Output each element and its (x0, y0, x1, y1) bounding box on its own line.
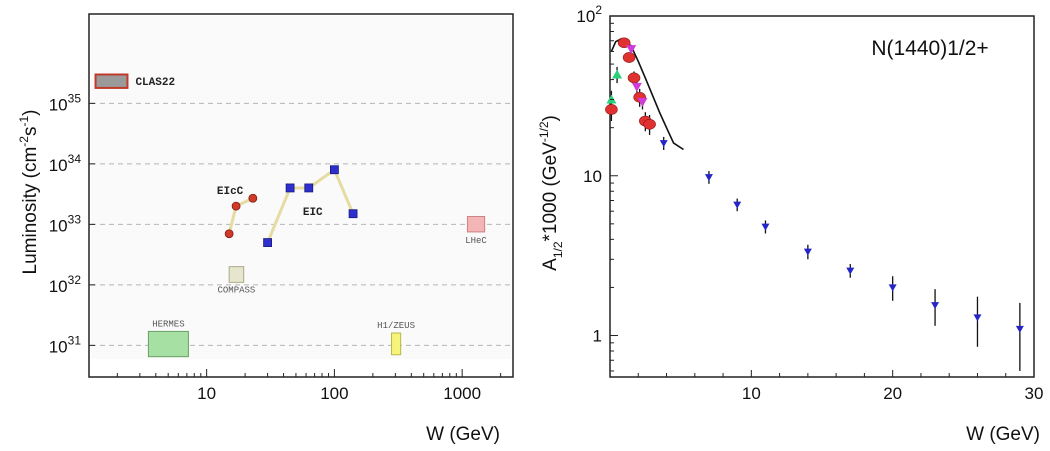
left-y-tick-exp: 34 (68, 152, 82, 166)
region-hermes (147, 330, 189, 358)
left-ylabel-part-a: Luminosity (cm (20, 147, 41, 275)
marker-blue (803, 248, 812, 256)
region-h1-zeus (391, 332, 402, 356)
point-eic (285, 183, 295, 193)
marker-magenta (626, 45, 637, 55)
marker-blue (659, 140, 668, 148)
right-x-ticks: 10 20 30 (637, 370, 1044, 403)
left-y-tick-base: 10 (49, 95, 68, 114)
point-eicc (231, 201, 241, 211)
marker-magenta (637, 97, 648, 107)
left-y-tick-exp: 31 (68, 333, 82, 347)
right-y-tick-label: 1 (593, 327, 602, 346)
region-label-hermes: HERMES (152, 319, 184, 329)
right-ylabel-part-a: A (540, 258, 561, 271)
left-y-tick-label: 1032 (49, 273, 82, 296)
right-ylabel-sub: 1/2 (551, 241, 565, 258)
left-y-tick-base: 10 (49, 156, 68, 175)
marker-blue (888, 284, 897, 292)
left-regions: CLAS22 LHeC COMPASS HERMES H1/ZEUS (94, 73, 487, 358)
point-eic (304, 183, 314, 193)
point-eic (263, 238, 272, 247)
left-gridlines (91, 102, 511, 346)
marker-green (612, 69, 623, 79)
right-plot-frame (609, 15, 1035, 378)
right-x-tick-label: 30 (1025, 384, 1044, 403)
marker-red (627, 72, 641, 84)
right-y-tick-base: 10 (576, 7, 595, 26)
marker-blue (846, 267, 855, 275)
left-series-markers (224, 165, 358, 247)
marker-blue (761, 223, 770, 231)
marker-blue (704, 174, 713, 182)
left-y-tick-exp: 32 (68, 273, 82, 287)
point-eic (348, 209, 358, 219)
region-label-lhec: LHeC (465, 236, 487, 246)
resonance-annotation: N(1440)1/2+ (871, 37, 988, 60)
right-ylabel-part-b: *1000 (GeV (540, 142, 561, 242)
right-x-tick-label: 20 (883, 384, 902, 403)
left-x-tick-label: 10 (197, 384, 216, 403)
region-clas22 (94, 73, 129, 89)
left-x-axis-title: W (GeV) (426, 424, 500, 445)
marker-blue (931, 302, 940, 310)
left-y-tick-base: 10 (49, 216, 68, 235)
right-ylabel-sup: -1/2 (537, 121, 551, 142)
left-y-tick-label: 1033 (49, 212, 82, 235)
marker-red (605, 104, 618, 115)
right-y-tick-base: 10 (583, 167, 602, 186)
left-y-tick-exp: 35 (68, 91, 82, 105)
right-series-markers (605, 37, 1024, 333)
region-label-compass: COMPASS (218, 285, 256, 295)
region-label-clas22: CLAS22 (135, 77, 175, 89)
left-y-tick-base: 10 (49, 277, 68, 296)
right-y-tick-base: 1 (593, 327, 602, 346)
left-y-tick-exp: 33 (68, 212, 82, 226)
right-y-tick-label: 102 (576, 3, 602, 26)
left-ylabel-sup-a: -2 (17, 136, 31, 147)
left-ylabel-part-c: ) (20, 110, 41, 116)
point-eic (330, 165, 339, 175)
left-y-tick-label: 1031 (49, 333, 82, 356)
marker-red (643, 118, 656, 130)
right-x-axis-title: W (GeV) (966, 424, 1040, 445)
right-y-tick-label: 10 (583, 167, 602, 186)
left-y-tick-label: 1034 (49, 152, 82, 175)
right-y-axis-title: A1/2*1000 (GeV-1/2) (537, 115, 565, 271)
marker-magenta (631, 82, 642, 92)
left-x-tick-label: 1000 (443, 384, 481, 403)
left-y-tick-base: 10 (49, 337, 68, 356)
left-ylabel-part-b: s (20, 127, 41, 137)
right-y-tick-exp: 2 (595, 3, 602, 17)
point-eicc (224, 229, 234, 239)
left-x-ticks: 10 100 1000 (116, 369, 502, 403)
region-label-h1-zeus: H1/ZEUS (377, 321, 415, 331)
right-x-tick-label: 10 (742, 384, 761, 403)
marker-blue (733, 201, 742, 209)
region-compass (228, 266, 245, 283)
right-ylabel-part-c: ) (540, 115, 561, 121)
left-y-axis-title: Luminosity (cm-2s-1) (17, 110, 41, 275)
region-lhec (466, 215, 486, 233)
eic-label: EIC (303, 207, 323, 219)
marker-blue (973, 314, 982, 322)
left-annotations: EIcC EIC (217, 186, 323, 219)
marker-red (622, 52, 636, 63)
left-x-tick-label: 100 (320, 384, 348, 403)
left-y-tick-label: 1035 (49, 91, 82, 114)
point-eicc (248, 193, 258, 203)
marker-blue (1015, 325, 1024, 333)
left-ylabel-sup-b: -1 (17, 116, 31, 127)
eicc-label: EIcC (217, 186, 244, 198)
